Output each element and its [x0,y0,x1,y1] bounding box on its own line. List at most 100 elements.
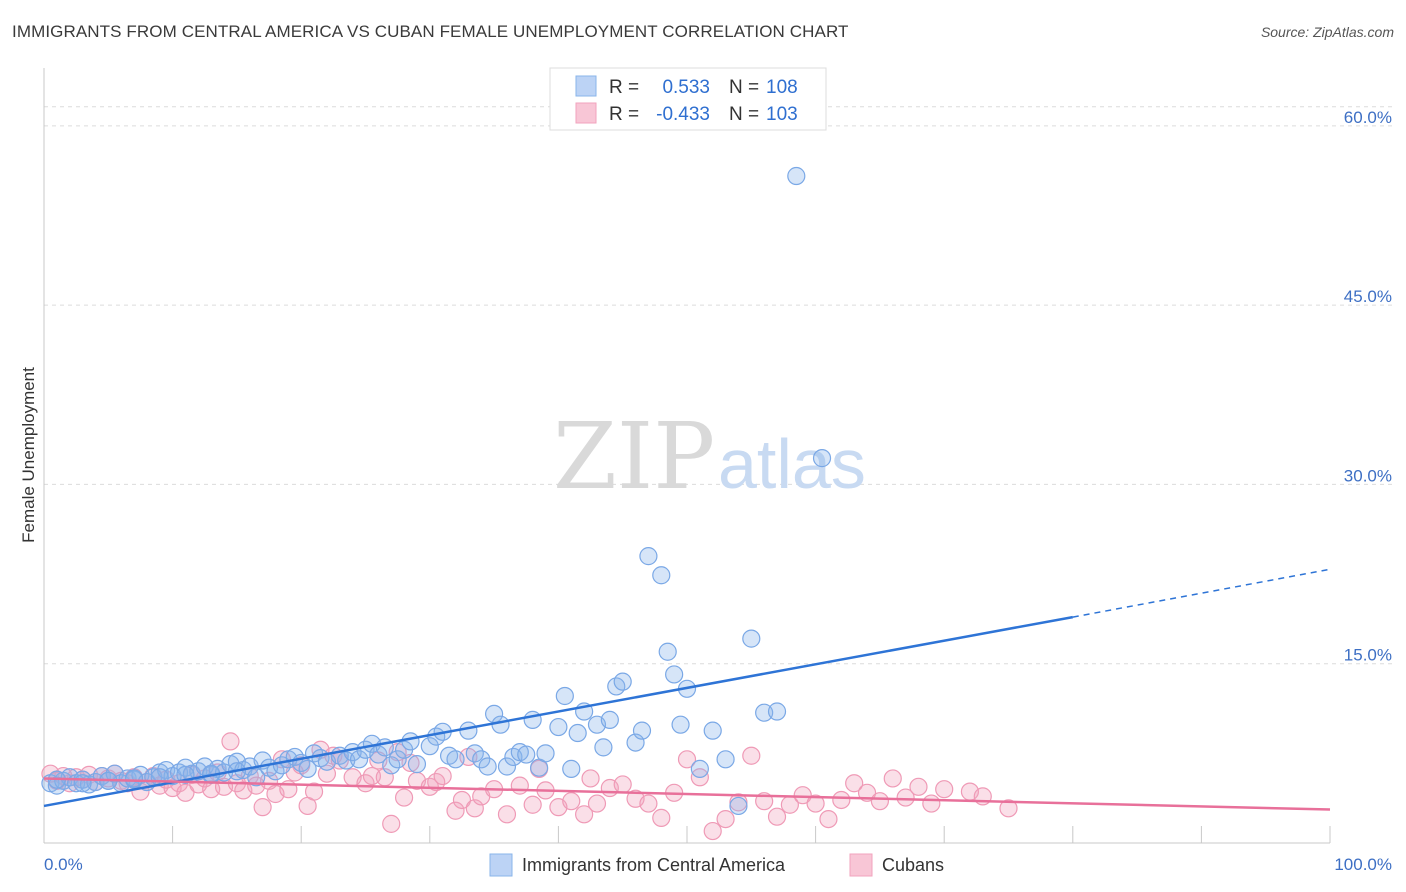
cubans-point-51 [382,814,401,833]
central-america-point-65 [478,757,497,776]
watermark: ZIP atlas [553,403,866,510]
central-america-point-67 [491,715,510,734]
cubans-point-98 [896,788,915,807]
central-america-point-55 [401,732,420,751]
trend-line-extension-0 [1072,568,1331,618]
cubans-point-79 [652,808,671,827]
central-america-point-91 [671,715,690,734]
grid-lines [44,106,1392,665]
cubans-point-90 [793,786,812,805]
central-america-point-62 [459,721,478,740]
central-america-point-81 [594,738,613,757]
central-america-point-100 [787,166,806,186]
y-tick-label-2: 45.0% [1344,287,1392,306]
chart-title: IMMIGRANTS FROM CENTRAL AMERICA VS CUBAN… [12,22,849,41]
central-america-point-84 [613,672,632,691]
central-america-point-86 [632,721,652,740]
series-legend-swatch-pink [849,853,873,877]
cubans-point-28 [221,732,240,751]
y-tick-label-1: 30.0% [1344,466,1392,485]
central-america-point-95 [716,750,735,769]
watermark-atlas: atlas [718,425,866,503]
central-america-point-71 [517,745,536,764]
cubans-point-73 [581,769,600,788]
central-america-point-103 [73,774,92,793]
cubans-point-48 [362,766,382,786]
central-america-point-105 [124,769,144,788]
central-america-point-61 [446,750,465,769]
cubans-point-104 [999,799,1018,818]
central-america-point-57 [420,737,439,756]
central-america-point-90 [665,665,684,684]
cubans-point-91 [806,794,825,813]
central-america-point-64 [472,750,491,769]
cubans-point-97 [883,769,902,788]
central-america-point-56 [407,755,427,774]
trend-line-0 [43,615,1074,808]
cubans-point-53 [394,788,414,807]
cubans-point-94 [845,774,864,793]
central-america-point-76 [555,686,574,706]
central-america-point-32 [247,768,266,787]
central-america-point-94 [703,721,722,740]
central-america-point-82 [600,710,619,729]
legend-swatch-blue [575,75,597,97]
cubans-point-96 [870,792,890,811]
y-tick-label-3: 60.0% [1344,108,1392,127]
cubans-point-81 [677,750,697,769]
cubans-point-41 [304,782,324,801]
cubans-point-33 [253,798,272,817]
cubans-point-60 [452,790,472,810]
legend-swatch-pink [575,102,597,124]
cubans-point-59 [446,801,465,820]
central-america-point-101 [812,449,832,468]
series-legend-label-blue: Immigrants from Central America [522,855,786,875]
cubans-point-21 [176,783,195,802]
trend-lines [43,568,1331,811]
series-legend-label-pink: Cubans [882,855,944,875]
central-america-point-88 [652,566,671,585]
central-america-points [41,166,832,816]
central-america-point-97 [742,629,761,648]
x-tick-label-min: 0.0% [44,855,83,874]
cubans-point-92 [819,809,838,829]
central-america-point-74 [536,744,555,763]
cubans-point-100 [922,794,941,813]
x-axis [43,68,1331,844]
legend-r-value-2: -0.433 [656,104,710,125]
cubans-point-76 [613,775,632,794]
legend-n-label-2: N = [729,104,759,125]
cubans-point-86 [742,746,761,765]
series-legend: Immigrants from Central America Cubans [489,853,944,877]
central-america-point-96 [729,796,748,816]
cubans-point-72 [575,805,594,824]
cubans-point-83 [703,821,722,841]
legend-r-label-1: R = [609,77,639,98]
y-tick-labels: 15.0% 30.0% 45.0% 60.0% [1344,108,1392,665]
central-america-point-50 [369,745,388,764]
legend-n-value-2: 103 [766,104,798,125]
legend-r-label-2: R = [609,104,639,125]
central-america-point-99 [767,702,787,721]
cubans-point-74 [587,794,607,813]
trend-line-1 [43,777,1331,811]
legend-n-label-1: N = [729,77,759,98]
x-tick-label-max: 100.0% [1334,855,1392,874]
cubans-point-93 [832,790,851,810]
cubans-points [41,732,1018,841]
y-tick-label-0: 15.0% [1344,646,1392,665]
legend-n-value-1: 108 [766,77,798,98]
central-america-point-40 [298,759,317,778]
cubans-point-67 [523,795,542,814]
cubans-point-84 [716,809,735,829]
cubans-point-71 [562,792,581,811]
series-legend-swatch-blue [489,853,513,877]
cubans-point-65 [497,805,517,824]
cubans-point-99 [909,777,928,796]
legend-r-value-1: 0.533 [662,77,710,98]
y-axis-title: Female Unemployment [19,367,38,543]
central-america-point-93 [690,759,709,778]
cubans-point-101 [935,780,954,799]
central-america-point-77 [562,759,581,778]
central-america-point-75 [549,717,568,737]
